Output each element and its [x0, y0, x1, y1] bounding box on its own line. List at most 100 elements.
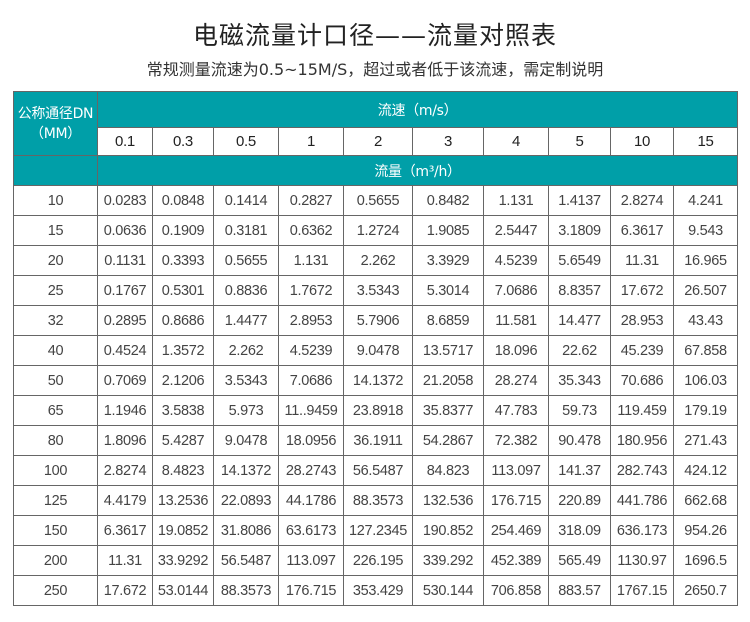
flow-cell: 0.8686	[152, 305, 214, 336]
flow-cell: 636.173	[610, 515, 674, 546]
flow-cell: 0.5301	[152, 275, 214, 306]
velocity-cell: 0.5	[213, 127, 279, 156]
flow-cell: 176.715	[278, 575, 344, 606]
flow-cell: 106.03	[672, 365, 739, 396]
flow-cell: 176.715	[483, 485, 549, 516]
flow-cell: 662.68	[672, 485, 739, 516]
flow-cell: 1.131	[278, 245, 344, 276]
flow-cell: 13.2536	[152, 485, 214, 516]
flow-cell: 0.8482	[412, 185, 484, 216]
flow-cell: 127.2345	[343, 515, 413, 546]
page-title: 电磁流量计口径——流量对照表	[192, 21, 557, 50]
flow-cell: 2.262	[213, 335, 279, 366]
flow-cell: 11.31	[610, 245, 674, 276]
flow-cell: 2650.7	[672, 575, 739, 606]
flow-cell: 220.89	[548, 485, 611, 516]
flow-cell: 1.4137	[548, 185, 611, 216]
flow-cell: 11.581	[483, 305, 549, 336]
flow-cell: 2.5447	[483, 215, 549, 246]
flow-cell: 1.7672	[278, 275, 344, 306]
flow-cell: 180.956	[610, 425, 674, 456]
flow-cell: 2.8274	[610, 185, 674, 216]
table-row: 100 2.8274 8.4823 14.1372 28.2743 56.5487 84.8…	[13, 455, 739, 486]
flow-cell: 254.469	[483, 515, 549, 546]
flow-cell: 8.8357	[548, 275, 611, 306]
flow-cell: 6.3617	[610, 215, 674, 246]
flow-cell: 11.31	[97, 545, 153, 576]
flow-cell: 190.852	[412, 515, 484, 546]
velocity-cell: 5	[548, 127, 611, 156]
velocity-header: 流速（m/s）	[96, 91, 739, 128]
flow-cell: 59.73	[548, 395, 611, 426]
flow-cell: 318.09	[548, 515, 611, 546]
velocity-cell: 15	[672, 127, 739, 156]
flow-cell: 23.8918	[343, 395, 413, 426]
flow-cell: 8.6859	[412, 305, 484, 336]
flow-cell: 17.672	[97, 575, 153, 606]
dn-cell: 200	[13, 545, 98, 576]
flow-cell: 18.0956	[278, 425, 344, 456]
table-row: 80 1.8096 5.4287 9.0478 18.0956 36.1911 54.286…	[13, 425, 739, 456]
flow-cell: 28.2743	[278, 455, 344, 486]
flow-cell: 3.5343	[213, 365, 279, 396]
flow-cell: 1767.15	[610, 575, 674, 606]
flow-cell: 56.5487	[343, 455, 413, 486]
dn-cell: 80	[13, 425, 98, 456]
flow-cell: 35.8377	[412, 395, 484, 426]
flow-cell: 141.37	[548, 455, 611, 486]
flow-cell: 179.19	[672, 395, 739, 426]
table-row: 25 0.1767 0.5301 0.8836 1.7672 3.5343 5.3014 7.…	[13, 275, 739, 306]
dn-cell: 150	[13, 515, 98, 546]
flow-cell: 11..9459	[278, 395, 344, 426]
flow-cell: 6.3617	[97, 515, 153, 546]
flow-cell: 5.7906	[343, 305, 413, 336]
flow-cell: 9.0478	[213, 425, 279, 456]
flow-cell: 2.8274	[97, 455, 153, 486]
flow-cell: 0.1131	[97, 245, 153, 276]
flow-cell: 7.0686	[483, 275, 549, 306]
flow-cell: 3.5838	[152, 395, 214, 426]
flow-cell: 56.5487	[213, 545, 279, 576]
flow-cell: 44.1786	[278, 485, 344, 516]
dn-cell: 125	[13, 485, 98, 516]
dn-cell: 20	[13, 245, 98, 276]
flow-cell: 54.2867	[412, 425, 484, 456]
table-row: 125 4.4179 13.2536 22.0893 44.1786 88.3573 132…	[13, 485, 739, 516]
table-row: 20 0.1131 0.3393 0.5655 1.131 2.262 3.3929 4.52…	[13, 245, 739, 276]
dn-cell: 50	[13, 365, 98, 396]
flow-cell: 72.382	[483, 425, 549, 456]
flow-cell: 1.1946	[97, 395, 153, 426]
table-row: 32 0.2895 0.8686 1.4477 2.8953 5.7906 8.6859 11…	[13, 305, 739, 336]
flow-cell: 339.292	[412, 545, 484, 576]
flow-cell: 113.097	[278, 545, 344, 576]
flow-cell: 113.097	[483, 455, 549, 486]
flow-cell: 4.5239	[483, 245, 549, 276]
flow-cell: 3.1809	[548, 215, 611, 246]
flow-cell: 8.4823	[152, 455, 214, 486]
flow-cell: 7.0686	[278, 365, 344, 396]
flow-cell: 5.4287	[152, 425, 214, 456]
flow-cell: 4.4179	[97, 485, 153, 516]
flow-cell: 0.5655	[213, 245, 279, 276]
velocity-cell: 0.3	[152, 127, 214, 156]
flow-cell: 1.8096	[97, 425, 153, 456]
dn-cell: 40	[13, 335, 98, 366]
flow-cell: 954.26	[672, 515, 739, 546]
table-row: 250 17.672 53.0144 88.3573 176.715 353.429 530…	[13, 575, 739, 606]
flow-cell: 67.858	[672, 335, 739, 366]
flow-cell: 4.241	[672, 185, 739, 216]
flow-cell: 452.389	[483, 545, 549, 576]
flow-cell: 5.6549	[548, 245, 611, 276]
flow-cell: 0.7069	[97, 365, 153, 396]
flow-cell: 119.459	[610, 395, 674, 426]
flow-cell: 1130.97	[610, 545, 674, 576]
table-row: 65 1.1946 3.5838 5.973 11..9459 23.8918 35.837…	[13, 395, 739, 426]
flow-cell: 70.686	[610, 365, 674, 396]
flow-cell: 14.1372	[213, 455, 279, 486]
dn-cell: 25	[13, 275, 98, 306]
velocity-cell: 10	[610, 127, 674, 156]
flow-cell: 1.3572	[152, 335, 214, 366]
dn-cell: 65	[13, 395, 98, 426]
flow-header-spacer	[13, 155, 98, 186]
flow-cell: 226.195	[343, 545, 413, 576]
